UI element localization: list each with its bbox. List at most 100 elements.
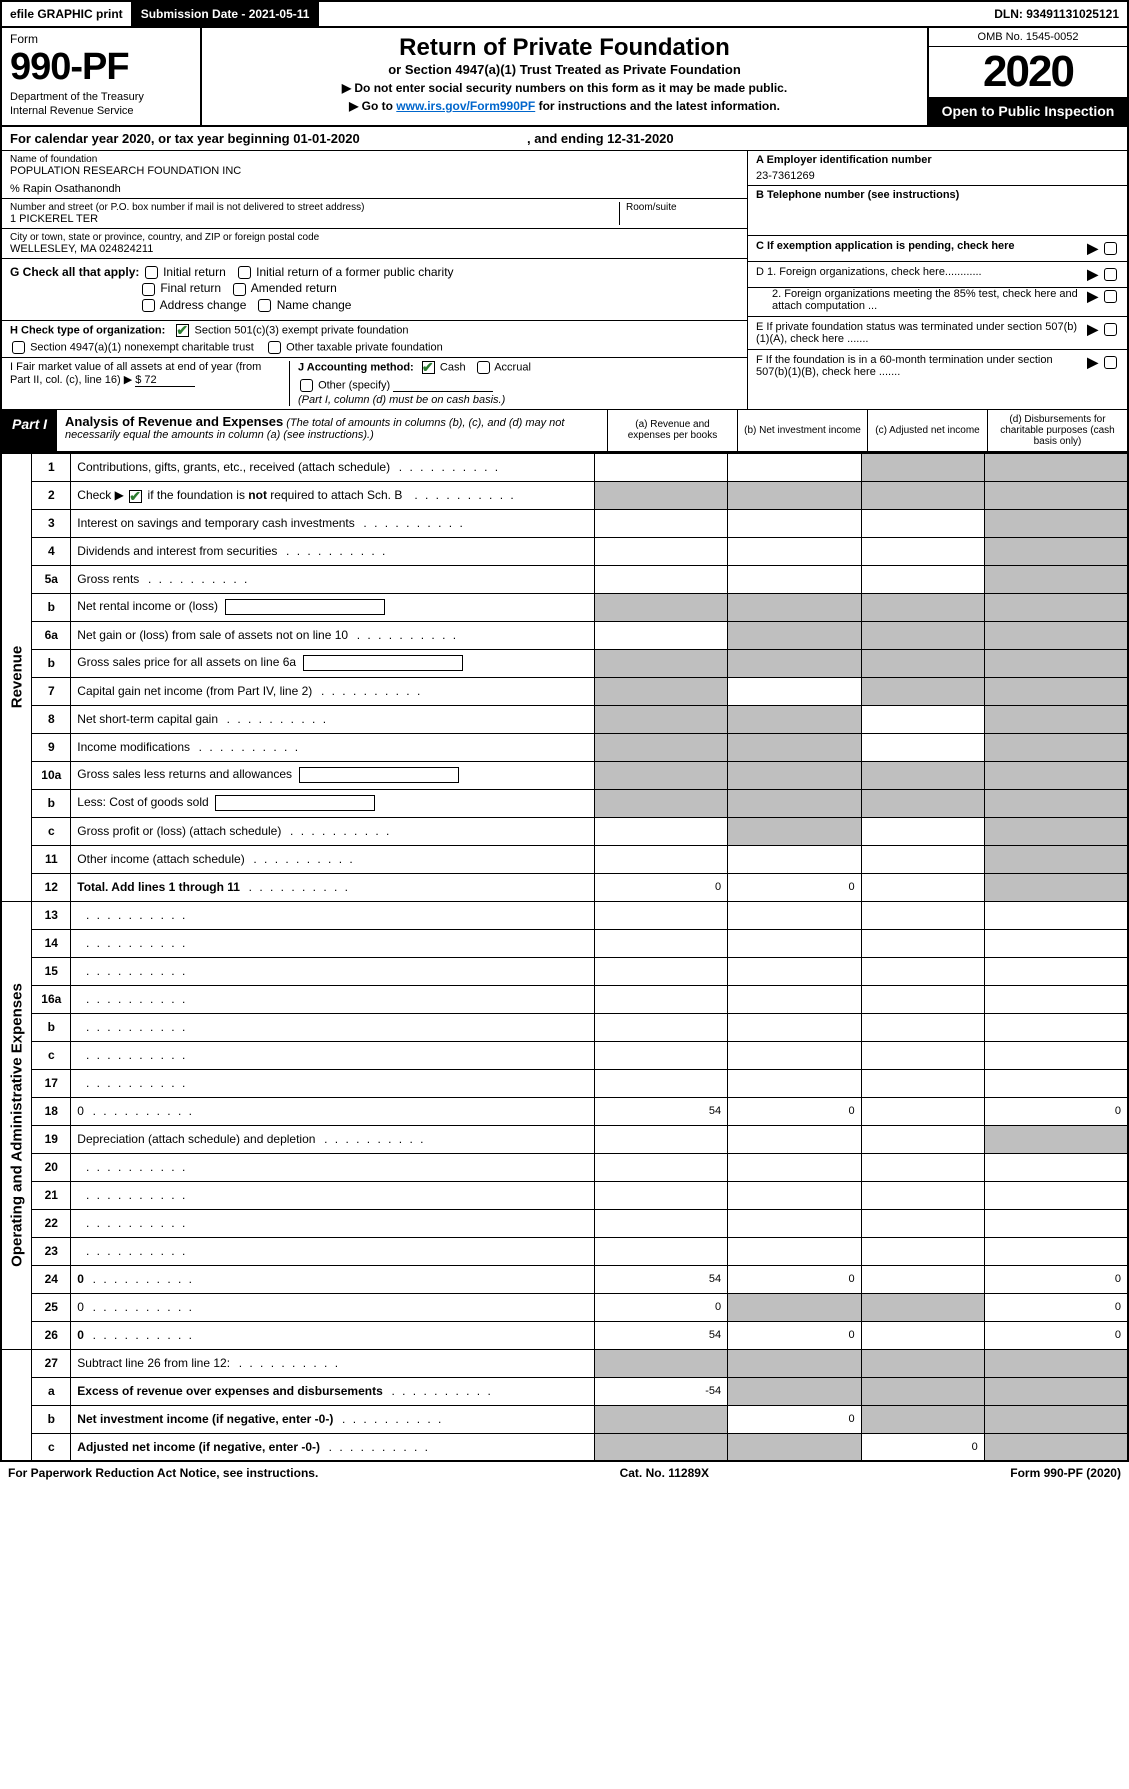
footer-right: Form 990-PF (2020) [1010,1466,1121,1480]
accrual-checkbox[interactable] [477,361,490,374]
line-number: 22 [32,1209,71,1237]
line-number: 6a [32,621,71,649]
j-cash: Cash [440,361,466,373]
line-description [71,929,594,957]
col-d-cell [984,1181,1128,1209]
col-a-cell [594,845,727,873]
line-description: Income modifications [71,733,594,761]
c-label: C If exemption application is pending, c… [756,240,1015,252]
line-number: 24 [32,1265,71,1293]
g-opt-2: Final return [160,281,221,295]
line-number: 27 [32,1349,71,1377]
exemption-pending-checkbox[interactable] [1104,242,1117,255]
line-number: 9 [32,733,71,761]
col-a-cell [594,1433,727,1461]
col-d-cell [984,929,1128,957]
line-description: Gross rents [71,565,594,593]
calendar-year-row: For calendar year 2020, or tax year begi… [0,127,1129,151]
foreign-org-checkbox[interactable] [1104,268,1117,281]
line-description: Capital gain net income (from Part IV, l… [71,677,594,705]
col-c-cell: 0 [861,1433,984,1461]
col-c-cell [861,453,984,481]
60month-checkbox[interactable] [1104,356,1117,369]
col-a-cell [594,1125,727,1153]
other-method-checkbox[interactable] [300,379,313,392]
section-f: F If the foundation is in a 60-month ter… [748,350,1127,382]
line-number: 25 [32,1293,71,1321]
cash-checkbox[interactable] [422,361,435,374]
col-a-cell [594,1041,727,1069]
form-title: Return of Private Foundation [208,34,921,62]
col-a-cell [594,677,727,705]
table-row: 180 5400 [1,1097,1128,1125]
final-return-checkbox[interactable] [142,283,155,296]
501c3-checkbox[interactable] [176,324,189,337]
g-opt-0: Initial return [163,265,226,279]
col-d-cell [984,789,1128,817]
section-e: E If private foundation status was termi… [748,317,1127,350]
line-description: Excess of revenue over expenses and disb… [71,1377,594,1405]
col-c-cell [861,929,984,957]
col-d-cell [984,593,1128,621]
col-c-cell [861,1097,984,1125]
sch-b-checkbox[interactable] [129,490,142,503]
line-number: 10a [32,761,71,789]
omb-number: OMB No. 1545-0052 [929,28,1127,47]
line-description: Contributions, gifts, grants, etc., rece… [71,453,594,481]
table-row: bNet rental income or (loss) [1,593,1128,621]
ein-label: A Employer identification number [756,154,932,166]
j-other: Other (specify) [318,379,390,391]
line-number: 20 [32,1153,71,1181]
line-number: 3 [32,509,71,537]
calendar-end: , and ending 12-31-2020 [527,131,674,146]
status-terminated-checkbox[interactable] [1104,323,1117,336]
4947a1-checkbox[interactable] [12,341,25,354]
line-number: 14 [32,929,71,957]
table-row: 6aNet gain or (loss) from sale of assets… [1,621,1128,649]
line-number: 16a [32,985,71,1013]
irs-gov-link[interactable]: www.irs.gov/Form990PF [396,99,535,113]
col-c-cell [861,1265,984,1293]
col-c-cell [861,1181,984,1209]
col-c-cell [861,1321,984,1349]
care-of: % Rapin Osathanondh [10,183,739,195]
col-b-cell [728,453,861,481]
amended-return-checkbox[interactable] [233,283,246,296]
col-a-header: (a) Revenue and expenses per books [607,410,737,451]
col-a-cell [594,901,727,929]
col-a-cell [594,1069,727,1097]
section-d2: 2. Foreign organizations meeting the 85%… [748,288,1127,317]
name-change-checkbox[interactable] [258,299,271,312]
col-c-cell [861,565,984,593]
address-change-checkbox[interactable] [142,299,155,312]
line-description: Net short-term capital gain [71,705,594,733]
line-number: 13 [32,901,71,929]
foundation-name-cell: Name of foundation POPULATION RESEARCH F… [2,151,747,199]
initial-former-checkbox[interactable] [238,266,251,279]
col-b-cell [728,509,861,537]
initial-return-checkbox[interactable] [145,266,158,279]
open-to-public: Open to Public Inspection [929,97,1127,125]
ein-cell: A Employer identification number 23-7361… [748,151,1127,186]
col-a-cell [594,649,727,677]
line-description: Total. Add lines 1 through 11 [71,873,594,901]
col-a-cell [594,565,727,593]
line-description [71,1181,594,1209]
col-d-cell [984,621,1128,649]
d2-label: 2. Foreign organizations meeting the 85%… [772,288,1078,312]
col-d-cell [984,649,1128,677]
line-description: Gross profit or (loss) (attach schedule) [71,817,594,845]
col-d-cell [984,1237,1128,1265]
col-a-cell [594,1013,727,1041]
footer-left: For Paperwork Reduction Act Notice, see … [8,1466,318,1480]
col-b-cell [728,845,861,873]
col-d-cell: 0 [984,1265,1128,1293]
col-c-cell [861,1405,984,1433]
foreign-85pct-checkbox[interactable] [1104,290,1117,303]
col-b-cell: 0 [728,1265,861,1293]
other-taxable-checkbox[interactable] [268,341,281,354]
col-d-cell [984,537,1128,565]
table-row: aExcess of revenue over expenses and dis… [1,1377,1128,1405]
line-description: Adjusted net income (if negative, enter … [71,1433,594,1461]
efile-label: efile GRAPHIC print [2,2,133,26]
